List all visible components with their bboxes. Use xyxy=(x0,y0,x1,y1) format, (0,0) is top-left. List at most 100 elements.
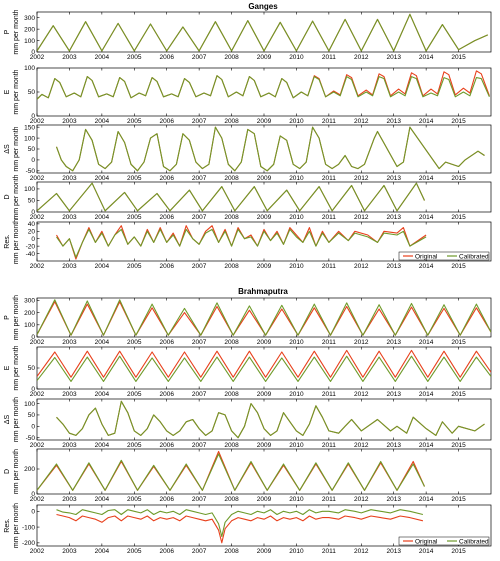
y-tick-label: 0 xyxy=(31,157,35,164)
x-tick-label: 2013 xyxy=(386,118,401,125)
x-tick-label: 2010 xyxy=(289,214,304,221)
y-tick-label: -200 xyxy=(22,540,35,547)
y-tick-label: -100 xyxy=(22,524,35,531)
series-line-calibrated xyxy=(56,228,427,258)
y-tick-label: 40 xyxy=(28,221,36,228)
x-tick-label: 2010 xyxy=(289,391,304,398)
legend-label-original: Original xyxy=(415,253,438,260)
x-tick-label: 2014 xyxy=(419,54,434,61)
x-tick-label: 2008 xyxy=(224,118,239,125)
x-tick-label: 2004 xyxy=(95,118,110,125)
x-tick-label: 2011 xyxy=(322,391,336,398)
x-tick-label: 2004 xyxy=(95,339,110,346)
x-tick-label: 2013 xyxy=(386,339,401,346)
x-tick-label: 2002 xyxy=(30,496,45,503)
y-tick-label: 50 xyxy=(28,198,36,205)
x-tick-label: 2008 xyxy=(224,54,239,61)
y-tick-label: -40 xyxy=(26,251,36,258)
x-tick-label: 2015 xyxy=(451,118,466,125)
x-tick-label: 2007 xyxy=(192,54,207,61)
series-line-calibrated xyxy=(55,126,485,172)
panel-brahmaputra-5: 2002 2003 2004 2005 2006 2007 2008 2009 2010 2011… xyxy=(4,295,492,346)
y-tick-label: -50 xyxy=(26,435,36,442)
x-tick-label: 2003 xyxy=(62,442,77,449)
series-line-original xyxy=(56,513,424,544)
series-line-calibrated xyxy=(37,453,425,491)
series-line-calibrated xyxy=(37,299,491,336)
y-axis-label: E xyxy=(4,89,11,94)
x-tick-label: 2006 xyxy=(159,391,174,398)
x-tick-label: 2003 xyxy=(62,214,77,221)
x-tick-label: 2015 xyxy=(451,548,466,555)
x-tick-label: 2002 xyxy=(30,118,45,125)
y-axis-label: Res. xyxy=(4,518,11,532)
x-tick-label: 2005 xyxy=(127,496,142,503)
x-tick-label: 2014 xyxy=(419,214,434,221)
y-tick-label: 100 xyxy=(24,186,35,193)
x-tick-label: 2013 xyxy=(386,548,401,555)
x-tick-label: 2007 xyxy=(192,118,207,125)
x-tick-label: 2009 xyxy=(257,339,272,346)
x-tick-label: 2005 xyxy=(127,391,142,398)
y-tick-label: 100 xyxy=(24,65,35,72)
x-tick-label: 2002 xyxy=(30,54,45,61)
x-tick-label: 2003 xyxy=(62,548,77,555)
y-axis-label: ΔS xyxy=(4,144,11,154)
y-axis-unit-label: mm per month xyxy=(13,345,20,390)
panel-ganges-1: 2002 2003 2004 2005 2006 2007 2008 2009 2010 2011… xyxy=(4,65,492,125)
x-tick-label: 2010 xyxy=(289,548,304,555)
x-tick-label: 2008 xyxy=(224,496,239,503)
x-tick-label: 2008 xyxy=(224,214,239,221)
y-axis-label: ΔS xyxy=(4,415,11,425)
x-tick-label: 2002 xyxy=(30,175,45,182)
y-tick-label: 100 xyxy=(24,135,35,142)
x-tick-label: 2005 xyxy=(127,442,142,449)
x-tick-label: 2014 xyxy=(419,118,434,125)
x-tick-label: 2005 xyxy=(127,175,142,182)
x-tick-label: 2015 xyxy=(451,391,466,398)
x-tick-label: 2004 xyxy=(95,496,110,503)
y-tick-label: 0 xyxy=(31,334,35,341)
y-tick-label: -50 xyxy=(26,168,36,175)
x-tick-label: 2010 xyxy=(289,263,304,270)
x-tick-label: 2014 xyxy=(419,548,434,555)
x-tick-label: 2013 xyxy=(386,391,401,398)
y-tick-label: -20 xyxy=(26,243,36,250)
panel-brahmaputra-8: 2002 2003 2004 2005 2006 2007 2008 2009 2010 2011… xyxy=(4,448,492,503)
x-tick-label: 2011 xyxy=(322,442,336,449)
y-axis-unit-label: mm per month xyxy=(13,295,20,340)
x-tick-label: 2009 xyxy=(257,214,272,221)
y-axis-unit-label: mm per month xyxy=(13,174,20,219)
y-axis-unit-label: mm per month xyxy=(13,449,20,494)
x-tick-label: 2003 xyxy=(62,175,77,182)
x-tick-label: 2012 xyxy=(354,214,369,221)
x-tick-label: 2009 xyxy=(257,54,272,61)
x-tick-label: 2004 xyxy=(95,214,110,221)
x-tick-label: 2003 xyxy=(62,496,77,503)
x-tick-label: 2005 xyxy=(127,118,142,125)
x-tick-label: 2013 xyxy=(386,496,401,503)
x-tick-label: 2014 xyxy=(419,339,434,346)
x-tick-label: 2005 xyxy=(127,214,142,221)
y-tick-label: 0 xyxy=(31,424,35,431)
panel-ganges-0: 2002 2003 2004 2005 2006 2007 2008 2009 2010 2011… xyxy=(4,9,492,61)
x-tick-label: 2011 xyxy=(322,339,336,346)
x-tick-label: 2008 xyxy=(224,175,239,182)
y-tick-label: 50 xyxy=(28,146,36,153)
x-tick-label: 2010 xyxy=(289,175,304,182)
x-tick-label: 2005 xyxy=(127,339,142,346)
x-tick-label: 2013 xyxy=(386,214,401,221)
x-tick-label: 2008 xyxy=(224,548,239,555)
x-tick-label: 2013 xyxy=(386,54,401,61)
x-tick-label: 2012 xyxy=(354,548,369,555)
x-tick-label: 2013 xyxy=(386,175,401,182)
x-tick-label: 2002 xyxy=(30,214,45,221)
y-tick-label: 100 xyxy=(24,322,35,329)
x-tick-label: 2006 xyxy=(159,339,174,346)
x-tick-label: 2007 xyxy=(192,548,207,555)
x-tick-label: 2014 xyxy=(419,263,434,270)
x-tick-label: 2015 xyxy=(451,496,466,503)
x-tick-label: 2014 xyxy=(419,496,434,503)
x-tick-label: 2010 xyxy=(289,339,304,346)
